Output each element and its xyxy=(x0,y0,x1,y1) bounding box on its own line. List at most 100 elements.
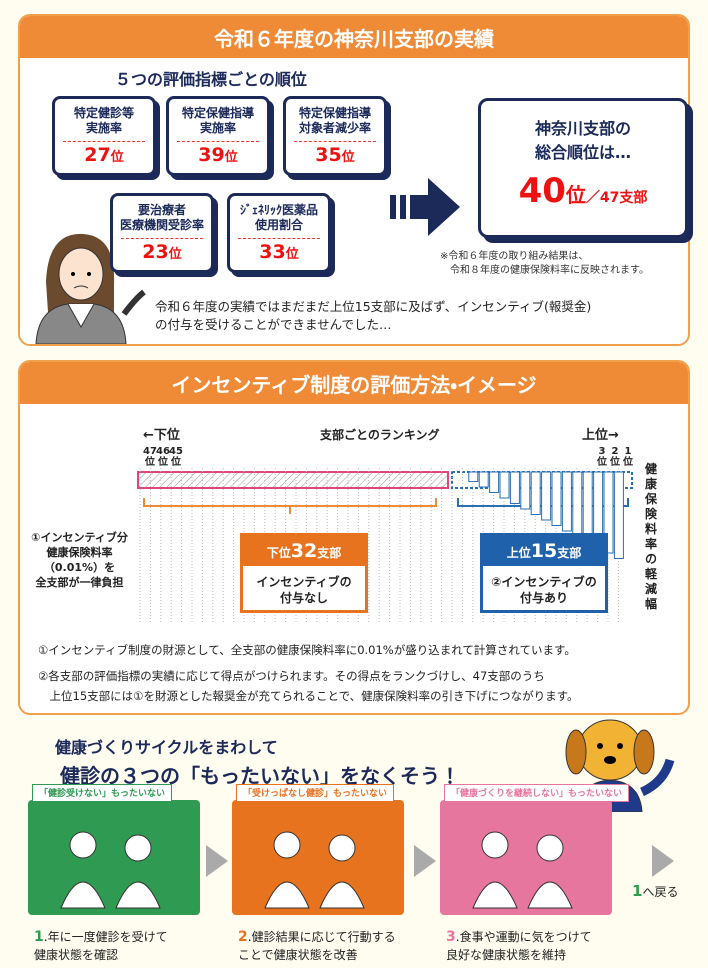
indicator-box: 特定保健指導 対象者減少率 35位 xyxy=(283,96,387,176)
indicator-rank: 23 xyxy=(142,241,169,263)
indicator-box: ｼﾞｪﾈﾘｯｸ医薬品 使用割合 33位 xyxy=(227,193,331,273)
left-label: ←下位 xyxy=(143,428,180,443)
figure-body xyxy=(319,881,365,909)
ranking-illustration xyxy=(137,468,633,622)
upper-box: 上位15支部 ②インセンティブの 付与あり xyxy=(480,533,608,613)
step-body: .健診結果に応じて行動する ことで健康状態を改善 xyxy=(238,930,396,962)
subtitle: ５つの評価指標ごとの順位 xyxy=(115,70,307,89)
indicator-rank-row: 35位 xyxy=(294,141,376,166)
step-body: .食事や運動に気をつけて 良好な健康状態を維持 xyxy=(446,930,592,962)
vertical-label: 健康保険料率の軽減幅 xyxy=(645,462,658,611)
indicator-box: 要治療者 医療機関受診率 23位 xyxy=(110,193,214,273)
indicator-box: 特定健診等 実施率 27位 xyxy=(52,96,156,176)
indicator-label: 特定保健指導 対象者減少率 xyxy=(298,106,371,135)
figure-head xyxy=(481,831,509,859)
step-text: 3.食事や運動に気をつけて 良好な健康状態を維持 xyxy=(446,928,592,964)
indicator-label: 要治療者 医療機関受診率 xyxy=(119,203,204,232)
figure-body xyxy=(472,881,518,909)
step-tag: 「健康づくりを継続しない」もったいない xyxy=(444,784,630,802)
side-note: ①インセンティブ分 健康保険料率 （0.01%）を 全支部が一律負担 xyxy=(31,531,128,589)
reduction-bar xyxy=(478,471,489,488)
figure-head xyxy=(124,834,152,862)
ranking-label: 支部ごとのランキング xyxy=(320,428,440,442)
box-body: インセンティブの 付与なし xyxy=(256,575,352,605)
figure-head xyxy=(328,834,356,862)
reduction-bar xyxy=(572,471,583,537)
note-1: ①インセンティブ制度の財源として、全支部の健康保険料率に0.01%が盛り込まれて… xyxy=(38,643,576,657)
indicator-rank-row: 39位 xyxy=(177,141,259,166)
person-illustration xyxy=(35,233,146,344)
box-head: 下位 xyxy=(266,546,291,560)
rank-label: 47 位 xyxy=(143,446,157,468)
rank-label: 3 位 xyxy=(597,446,607,468)
step-number: 1 xyxy=(34,929,44,945)
section-title: インセンティブ制度の評価方法・イメージ xyxy=(20,362,688,404)
reduction-bar xyxy=(489,471,500,493)
figure-body xyxy=(115,881,161,909)
indicator-box: 特定保健指導 実施率 39位 xyxy=(166,96,270,176)
rank-label: 45 位 xyxy=(169,446,183,468)
step-card: 「健康づくりを継続しない」もったいない xyxy=(440,784,630,915)
figure-body xyxy=(527,881,573,909)
right-label: 上位→ xyxy=(582,428,619,443)
indicator-rank-row: 27位 xyxy=(63,141,145,166)
indicator-rank: 35 xyxy=(315,144,342,166)
figure-head xyxy=(536,834,564,862)
reduction-bar xyxy=(509,471,520,504)
step-tag: 「受けっぱなし健診」もったいない xyxy=(236,784,395,802)
reduction-bar xyxy=(551,471,562,526)
box-number: 32 xyxy=(290,540,318,562)
box-head: 支部 xyxy=(557,546,582,560)
heading-1: 健康づくりサイクルをまわして xyxy=(55,738,278,757)
lower-box: 下位32支部 インセンティブの 付与なし xyxy=(240,533,368,613)
step-text: 1.年に一度健診を受けて 健康状態を確認 xyxy=(34,928,168,964)
step-illustration xyxy=(60,831,161,909)
indicator-label: ｼﾞｪﾈﾘｯｸ医薬品 使用割合 xyxy=(239,203,318,232)
back-text: へ戻る xyxy=(642,885,679,899)
reduction-bar xyxy=(613,471,624,559)
step-body: .年に一度健診を受けて 健康状態を確認 xyxy=(34,930,168,962)
overall-rank: 40 xyxy=(518,171,566,211)
step-illustration xyxy=(264,831,365,909)
rank-label: 2 位 xyxy=(610,446,620,468)
overall-box: 神奈川支部の 総合順位は… 40位／47支部 xyxy=(478,98,688,238)
reduction-bar xyxy=(499,471,510,499)
reduction-bar xyxy=(541,471,552,521)
reduction-bar xyxy=(603,471,614,554)
step-number: 2 xyxy=(238,929,248,945)
indicator-rank: 39 xyxy=(198,144,225,166)
indicator-unit: 位 xyxy=(224,150,238,165)
figure-body xyxy=(60,881,106,909)
indicator-unit: 位 xyxy=(285,247,299,262)
step-text: 2.健診結果に応じて行動する ことで健康状態を改善 xyxy=(238,928,396,964)
back-number: 1 xyxy=(632,882,643,900)
box-number: 15 xyxy=(530,540,558,562)
indicator-rank-row: 33位 xyxy=(238,238,320,263)
indicator-rank: 33 xyxy=(259,241,286,263)
figure-head xyxy=(273,831,301,859)
step-card: 「健診受けない」もったいない xyxy=(28,784,200,915)
box-head: 支部 xyxy=(317,546,342,560)
indicator-unit: 位 xyxy=(168,247,182,262)
box-head: 上位 xyxy=(506,546,531,560)
reduction-bar xyxy=(530,471,541,515)
indicator-unit: 位 xyxy=(341,150,355,165)
step-number: 3 xyxy=(446,929,456,945)
figure-body xyxy=(264,881,310,909)
overall-total: ／47支部 xyxy=(585,190,648,206)
step-card: 「受けっぱなし健診」もったいない xyxy=(232,784,404,915)
indicator-label: 特定健診等 実施率 xyxy=(73,106,134,135)
overall-label: 神奈川支部の 総合順位は… xyxy=(534,119,631,162)
arrow xyxy=(390,178,460,236)
back-link[interactable]: 1へ戻る xyxy=(632,882,678,900)
indicator-unit: 位 xyxy=(110,150,124,165)
indicator-rank: 27 xyxy=(84,144,111,166)
speech: 令和６年度の実績ではまだまだ上位15支部に及ばず、インセンティブ(報奨金) の付… xyxy=(155,299,592,332)
rank-label: 46 位 xyxy=(156,446,170,468)
box-body: ②インセンティブの 付与あり xyxy=(491,575,597,605)
rank-label: 1 位 xyxy=(623,446,633,468)
overall-unit: 位 xyxy=(565,183,586,207)
note: ※令和６年度の取り組み結果は、 令和８年度の健康保険料率に反映されます。 xyxy=(440,251,649,276)
figure-head xyxy=(69,831,97,859)
